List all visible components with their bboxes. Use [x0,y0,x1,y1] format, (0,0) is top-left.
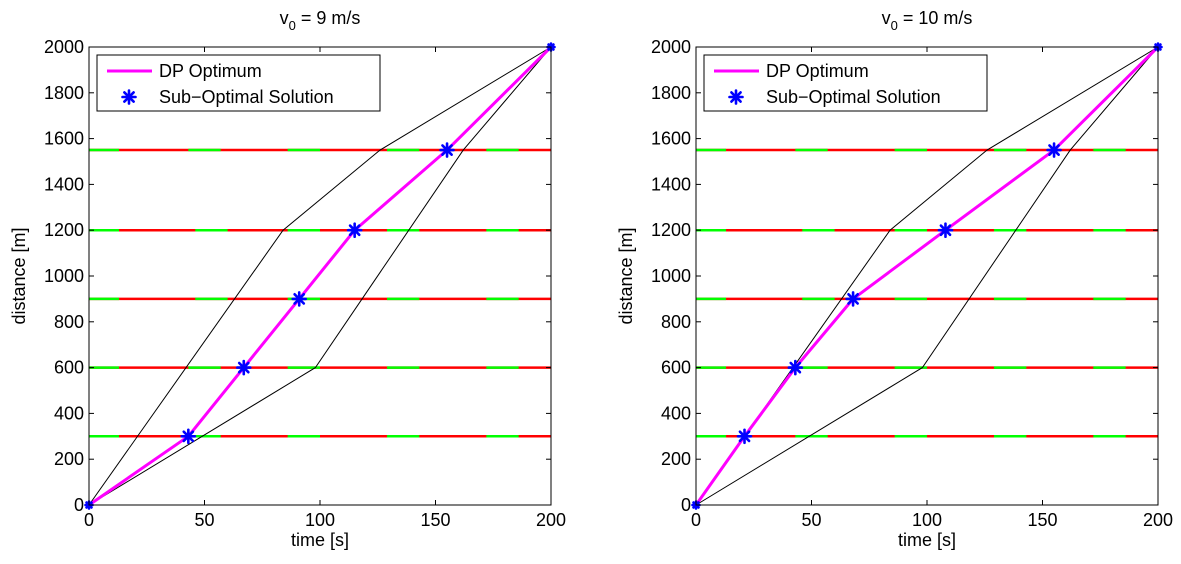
x-tick-label: 50 [194,510,214,530]
chart-title: v0 = 9 m/s [280,8,361,33]
sub-optimal-marker [736,428,753,445]
legend: DP Optimum Sub−Optimal Solution [96,54,381,112]
x-axis-label: time [s] [291,530,349,550]
y-tick-label: 400 [54,403,84,423]
asterisk-stroke [730,91,742,103]
bound-line-upper [88,46,552,506]
x-tick-label: 200 [1143,510,1173,530]
sub-optimal-marker [1046,142,1062,158]
legend-swatch-sub-optimal [121,89,137,105]
chart-panel-2: 0 50 100 150 2000200400600800100012001400160… [616,8,1173,550]
legend-label-sub-optimal: Sub−Optimal Solution [766,87,941,107]
y-tick-label: 200 [661,449,691,469]
y-tick-label: 0 [681,495,691,515]
bound-line-lower [695,46,1159,506]
y-tick-label: 1800 [44,83,84,103]
sub-optimal-marker [291,291,308,307]
x-tick-label: 100 [305,510,335,530]
y-axis-label: distance [m] [616,227,636,324]
legend-label-dp-optimum: DP Optimum [159,61,262,81]
x-axis-label: time [s] [898,530,956,550]
chart-title: v0 = 10 m/s [882,8,973,33]
x-tick-label: 150 [420,510,450,530]
y-axis-label: distance [m] [9,227,29,324]
y-tick-label: 800 [54,312,84,332]
legend-box [96,54,381,112]
x-tick-label: 100 [912,510,942,530]
chart-panel-1: 0 50 100 150 2000200400600800100012001400160… [9,8,566,550]
asterisk-stroke [182,430,195,443]
legend-label-sub-optimal: Sub−Optimal Solution [159,87,334,107]
y-tick-label: 600 [661,358,691,378]
sub-optimal-marker [845,291,861,307]
asterisk-stroke [847,293,859,305]
asterisk-stroke [293,293,306,305]
asterisk-stroke [348,224,361,237]
x-tick-label: 50 [801,510,821,530]
x-tick-label: 0 [84,510,94,530]
y-tick-label: 1400 [44,174,84,194]
y-tick-label: 2000 [651,37,691,57]
y-tick-label: 0 [74,495,84,515]
y-tick-label: 400 [661,403,691,423]
x-tick-label: 200 [536,510,566,530]
sub-optimal-marker [235,359,252,376]
title-rest: = 10 m/s [898,8,973,28]
legend-swatch-sub-optimal [728,89,744,105]
asterisk-stroke [939,224,952,237]
y-tick-label: 1600 [651,129,691,149]
x-tick-label: 150 [1027,510,1057,530]
asterisk-stroke [441,144,453,156]
y-tick-label: 1600 [44,129,84,149]
y-tick-label: 1000 [651,266,691,286]
y-tick-label: 600 [54,358,84,378]
y-tick-label: 1400 [651,174,691,194]
y-tick-label: 1200 [44,220,84,240]
title-rest: = 9 m/s [296,8,361,28]
sub-optimal-marker [439,142,455,158]
legend: DP Optimum Sub−Optimal Solution [703,54,988,112]
title-base: v [280,8,289,28]
sub-optimal-marker [937,222,954,238]
y-tick-label: 2000 [44,37,84,57]
asterisk-stroke [123,91,135,103]
title-subscript: 0 [289,18,296,33]
bound-line-lower [88,46,552,506]
asterisk-stroke [789,361,802,374]
asterisk-stroke [738,430,751,443]
y-tick-label: 1000 [44,266,84,286]
asterisk-stroke [1048,144,1060,156]
asterisk-stroke [237,361,250,374]
y-tick-label: 800 [661,312,691,332]
x-tick-label: 0 [691,510,701,530]
sub-optimal-marker [346,222,363,238]
y-tick-label: 1800 [651,83,691,103]
sub-optimal-marker [180,428,197,445]
title-base: v [882,8,891,28]
legend-box [703,54,988,112]
legend-label-dp-optimum: DP Optimum [766,61,869,81]
title-subscript: 0 [891,18,898,33]
y-tick-label: 1200 [651,220,691,240]
sub-optimal-marker [787,359,804,376]
y-tick-label: 200 [54,449,84,469]
